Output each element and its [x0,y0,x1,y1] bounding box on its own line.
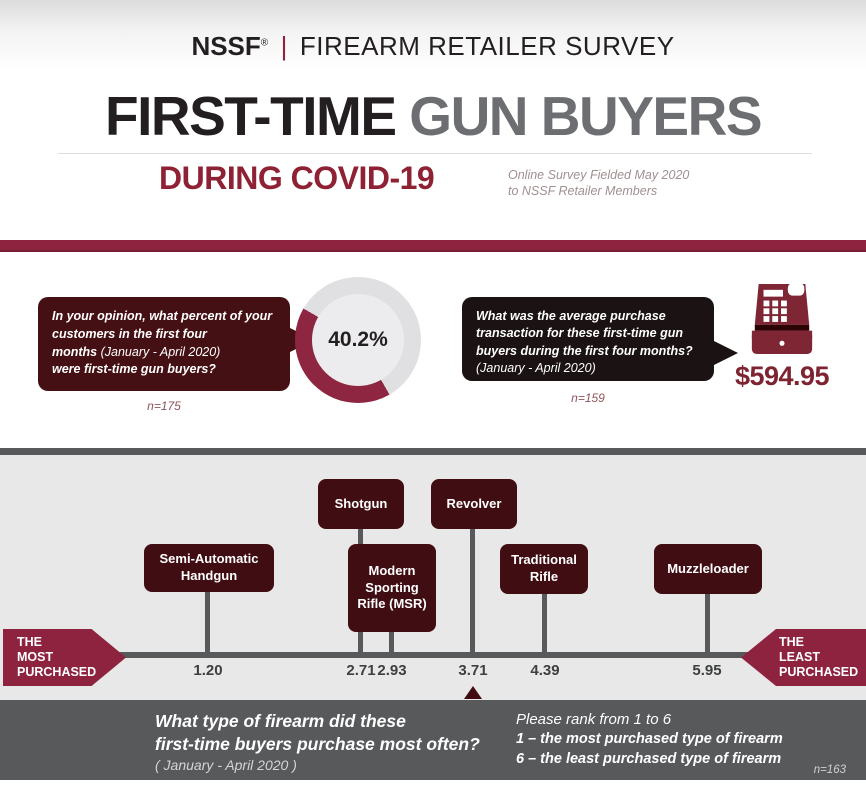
rank-stem [542,593,547,657]
right-bubble-tail [712,340,738,366]
percent-question-bubble: In your opinion, what percent of your cu… [38,297,290,391]
question-text-line: were first-time gun buyers? [52,362,216,377]
purchase-question-bubble: What was the average purchase transactio… [462,297,714,381]
brand-logo: NSSF [191,31,261,61]
footer-question-line2: first-time buyers purchase most often? [155,733,480,754]
most-purchased-arrow: THE MOST PURCHASED [3,629,126,686]
question-text-line: months (January - April 2020) [52,344,276,362]
maroon-divider-bar [0,240,866,252]
masthead-title: FIREARM RETAILER SURVEY [299,31,675,61]
rank-value: 4.39 [530,662,560,679]
question-text-line: buyers during the first four months? [476,343,693,358]
rank-label-traditional-rifle: Traditional Rifle [500,544,588,594]
rank-label-shotgun: Shotgun [318,479,404,529]
rank-value: 5.95 [692,662,722,679]
survey-note: Online Survey Fielded May 2020 to NSSF R… [508,167,689,200]
sample-size-percent: n=175 [147,399,181,413]
question-text-line: In your opinion, what percent of your [52,309,273,323]
ranking-panel: Semi-Automatic Handgun Shotgun Modern Sp… [0,448,866,700]
least-purchased-arrow: THE LEAST PURCHASED [741,629,866,686]
question-text-light: (January - April 2020) [476,360,596,375]
rank-value: 2.71 [346,662,376,679]
rank-label-semi-automatic-handgun: Semi-Automatic Handgun [144,544,274,592]
page-title-gray: GUN BUYERS [409,85,762,147]
footer-question-date: ( January - April 2020 ) [155,756,297,773]
rank-instructions-intro: Please rank from 1 to 6 [516,711,672,728]
rank-value: 1.20 [193,662,223,679]
rank-stem [470,528,475,657]
footer-question-line1: What type of firearm did these [155,711,406,731]
footer-pointer-triangle [464,686,482,699]
question-text-light: (January - April 2020) [100,344,221,359]
rank-stem [389,631,394,657]
subtitle-covid: DURING COVID-19 [159,160,435,196]
least-purchased-label-line: PURCHASED [779,664,859,679]
masthead: NSSF® | FIREARM RETAILER SURVEY [0,31,866,62]
sample-size-purchase: n=159 [571,391,605,405]
sample-size-ranking: n=163 [813,764,846,776]
page-title: FIRST-TIME GUN BUYERS [0,84,866,148]
least-purchased-label-line: LEAST [779,649,820,664]
page-top-gradient [0,0,866,70]
footer-bar: What type of firearm did these first-tim… [0,700,866,780]
question-text-line: customers in the first four [52,326,207,341]
rank-stem [205,591,210,657]
footer-question: What type of firearm did these first-tim… [155,710,480,773]
footer-rank-instructions: Please rank from 1 to 6 1 – the most pur… [516,711,783,769]
page-title-dark: FIRST-TIME [104,85,410,147]
rank-instructions-most: 1 – the most purchased type of firearm [516,731,783,747]
title-divider-line [58,153,812,154]
rank-instructions-least: 6 – the least purchased type of firearm [516,750,782,767]
survey-note-line2: to NSSF Retailer Members [508,184,658,199]
least-purchased-label-line: THE [779,635,804,649]
survey-note-line1: Online Survey Fielded May 2020 [508,168,690,182]
rank-value: 2.93 [377,662,407,679]
rank-stem [705,593,710,657]
rank-label-muzzleloader: Muzzleloader [654,544,762,594]
donut-center-value: 40.2% [312,294,404,386]
question-text-bold: months [52,344,101,359]
cash-register-icon [751,283,813,354]
question-text-line: What was the average purchase [476,309,666,323]
question-text-line: transaction for these first-time gun [476,326,683,341]
masthead-separator: | [280,31,288,61]
rank-label-msr: Modern Sporting Rifle (MSR) [348,544,436,632]
most-purchased-label-line: PURCHASED [17,664,97,679]
rank-value: 3.71 [458,662,488,679]
most-purchased-label-line: MOST [17,649,54,664]
ranking-axis-line [118,652,750,658]
average-purchase-value: $594.95 [734,361,830,391]
most-purchased-label-line: THE [17,635,42,649]
registered-mark: ® [260,37,269,49]
donut-chart: 40.2% [295,277,421,403]
rank-label-revolver: Revolver [431,479,517,529]
